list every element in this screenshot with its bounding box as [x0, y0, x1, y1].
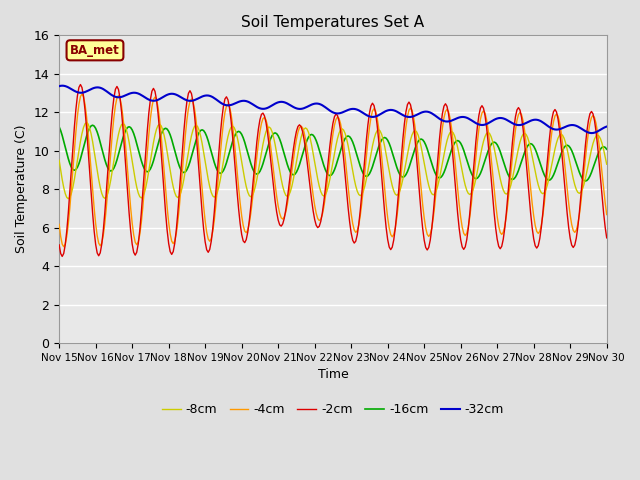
-32cm	[72, 89, 80, 95]
-8cm	[370, 136, 378, 142]
Line: -4cm: -4cm	[59, 94, 607, 247]
-16cm	[70, 168, 78, 173]
-2cm	[388, 244, 396, 250]
-8cm	[401, 168, 408, 174]
-4cm	[539, 213, 547, 218]
-32cm	[55, 84, 63, 89]
-8cm	[55, 157, 63, 163]
-4cm	[55, 221, 63, 227]
-32cm	[538, 119, 545, 124]
-2cm	[370, 103, 378, 108]
-4cm	[60, 244, 68, 250]
-4cm	[603, 212, 611, 217]
-2cm	[77, 82, 84, 87]
-32cm	[159, 95, 166, 100]
-16cm	[89, 122, 97, 128]
-8cm	[388, 183, 396, 189]
-16cm	[538, 164, 545, 169]
Title: Soil Temperatures Set A: Soil Temperatures Set A	[241, 15, 424, 30]
-2cm	[58, 253, 66, 259]
-2cm	[401, 121, 408, 127]
-4cm	[78, 91, 86, 97]
-32cm	[387, 107, 394, 113]
-16cm	[369, 164, 376, 169]
Line: -8cm: -8cm	[59, 122, 607, 199]
-2cm	[160, 191, 168, 196]
-8cm	[65, 196, 72, 202]
-8cm	[603, 161, 611, 167]
Y-axis label: Soil Temperature (C): Soil Temperature (C)	[15, 125, 28, 253]
-32cm	[588, 130, 595, 136]
-32cm	[58, 83, 66, 88]
-2cm	[539, 210, 547, 216]
-8cm	[72, 168, 80, 173]
-16cm	[603, 146, 611, 152]
Line: -32cm: -32cm	[59, 85, 607, 133]
-2cm	[55, 242, 63, 248]
-16cm	[399, 174, 407, 180]
-4cm	[370, 106, 378, 111]
-4cm	[388, 234, 396, 240]
-16cm	[55, 124, 63, 130]
-8cm	[539, 191, 547, 197]
-2cm	[603, 235, 611, 241]
-16cm	[387, 144, 394, 150]
-8cm	[83, 120, 90, 125]
-32cm	[399, 112, 407, 118]
-32cm	[603, 124, 611, 130]
Line: -16cm: -16cm	[59, 125, 607, 181]
-4cm	[72, 129, 80, 135]
-4cm	[160, 168, 168, 174]
Text: BA_met: BA_met	[70, 44, 120, 57]
-8cm	[160, 132, 168, 138]
-16cm	[159, 128, 166, 134]
Legend: -8cm, -4cm, -2cm, -16cm, -32cm: -8cm, -4cm, -2cm, -16cm, -32cm	[157, 398, 509, 421]
-4cm	[401, 137, 408, 143]
Line: -2cm: -2cm	[59, 84, 607, 256]
X-axis label: Time: Time	[317, 368, 348, 381]
-32cm	[369, 114, 376, 120]
-2cm	[72, 107, 80, 112]
-16cm	[582, 178, 589, 184]
